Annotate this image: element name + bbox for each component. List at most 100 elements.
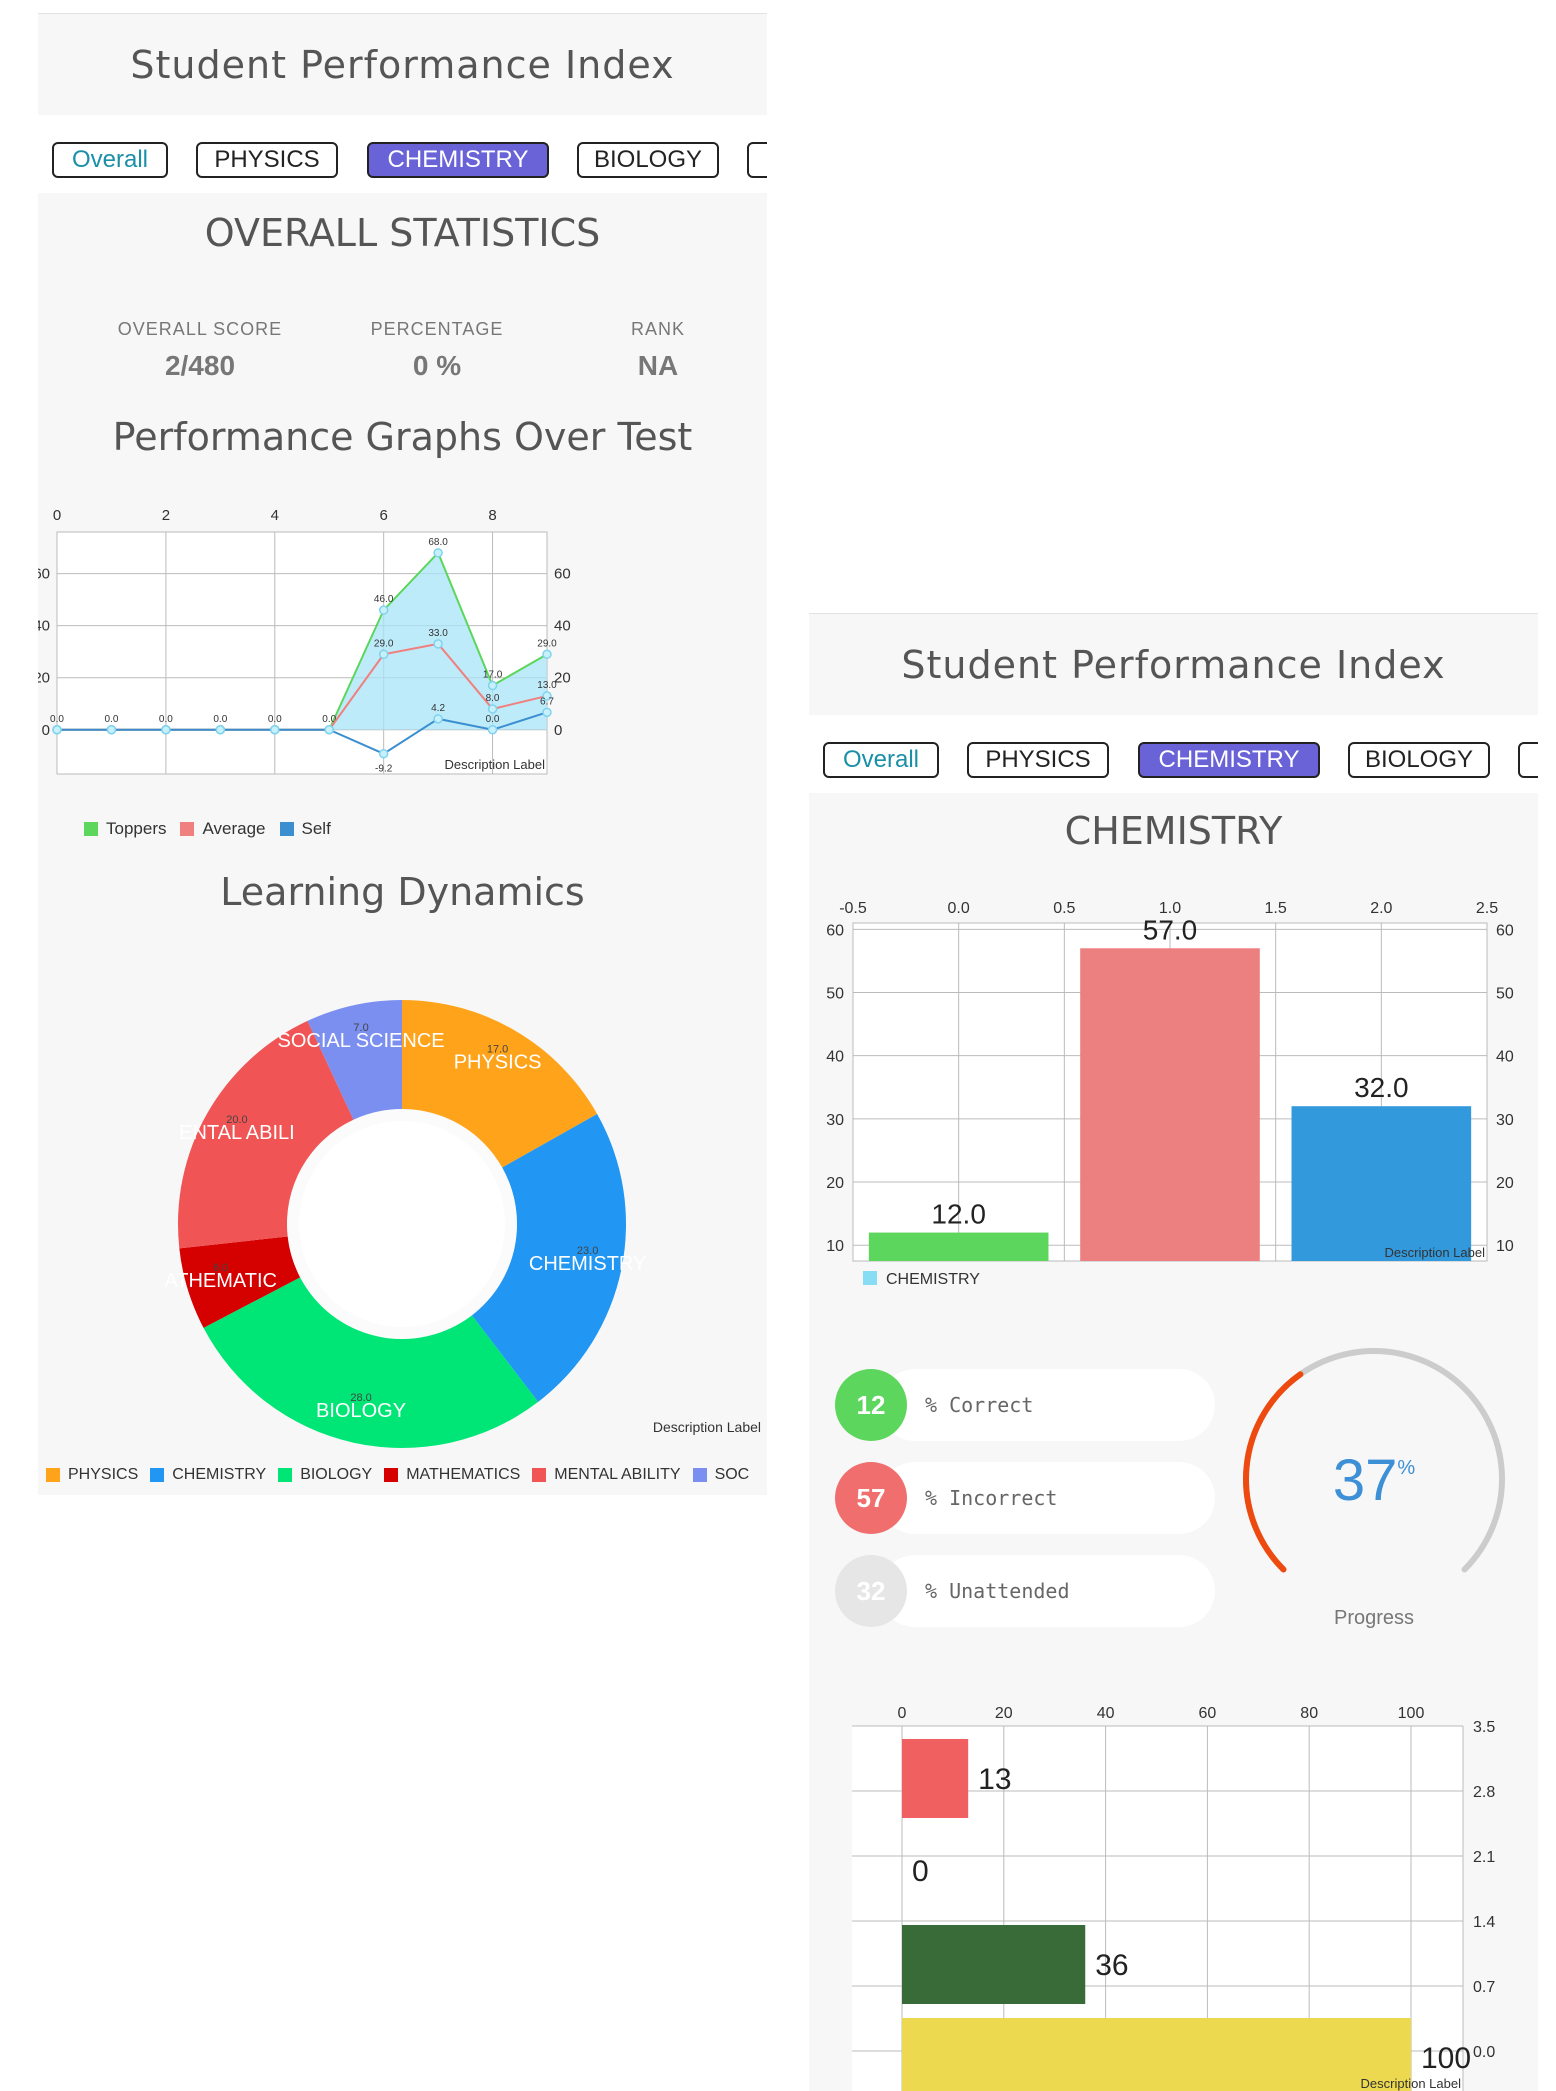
tab-chemistry[interactable]: CHEMISTRY bbox=[367, 142, 549, 178]
chemistry-title: CHEMISTRY bbox=[1064, 809, 1283, 853]
data-point bbox=[487, 704, 498, 714]
learning-dynamics-title: Learning Dynamics bbox=[220, 870, 585, 914]
y-tick-label: 3.5 bbox=[1473, 1719, 1495, 1736]
learning-legend: PHYSICS CHEMISTRY BIOLOGY MATHEMATICS ME… bbox=[46, 1466, 767, 1484]
unattended-label: % Unattended bbox=[925, 1579, 1070, 1603]
x-tick-label: 4 bbox=[271, 507, 279, 524]
performance-legend: Toppers Average Self bbox=[84, 819, 331, 839]
slice-label: CHEMISTRY bbox=[529, 1253, 646, 1275]
incorrect-row: 57 % Incorrect bbox=[835, 1462, 1215, 1534]
data-label: 8.0 bbox=[486, 693, 500, 704]
tab-bar[interactable]: Overall PHYSICS CHEMISTRY BIOLOGY bbox=[38, 115, 767, 193]
slice-chemistry bbox=[471, 1114, 626, 1402]
slice-value: 6.0 bbox=[213, 1262, 228, 1274]
slice-social-science bbox=[307, 1000, 402, 1120]
y-tick-label-left: 60 bbox=[826, 922, 844, 939]
overall-score-label: OVERALL SCORE bbox=[117, 319, 283, 339]
y-tick-label-left: 40 bbox=[826, 1049, 844, 1066]
data-label: 0.0 bbox=[268, 714, 282, 725]
y-tick-label-left: 60 bbox=[38, 566, 50, 583]
y-tick-label-right: 10 bbox=[1496, 1238, 1514, 1255]
tab-next-partial[interactable] bbox=[747, 142, 767, 178]
data-point bbox=[378, 649, 389, 660]
tab-biology[interactable]: BIOLOGY bbox=[577, 142, 719, 178]
unattended-pill bbox=[879, 1555, 1215, 1627]
tab-next-partial-2[interactable] bbox=[1518, 742, 1538, 778]
bar bbox=[1080, 948, 1260, 1261]
slice-value: 7.0 bbox=[353, 1022, 368, 1034]
legend-toppers: Toppers bbox=[106, 819, 167, 838]
y-tick-label-right: 50 bbox=[1496, 985, 1514, 1002]
x-tick-label: 2.0 bbox=[1370, 900, 1392, 917]
legend-average: Average bbox=[202, 819, 266, 838]
data-point bbox=[542, 649, 552, 660]
legend-mathematics: MATHEMATICS bbox=[406, 1466, 521, 1483]
legend-swatch-average bbox=[180, 822, 195, 836]
slice-value: 23.0 bbox=[577, 1245, 598, 1257]
legend-swatch-toppers bbox=[84, 822, 98, 836]
data-point bbox=[378, 748, 389, 759]
bar-value-label: 32.0 bbox=[1354, 1072, 1409, 1103]
y-tick-label-left: 30 bbox=[826, 1112, 844, 1129]
progress-gauge: 37% Progress bbox=[1234, 1345, 1514, 1635]
legend-swatch-self bbox=[279, 822, 294, 836]
y-tick-label-left: 0 bbox=[42, 722, 50, 739]
legend-physics: PHYSICS bbox=[68, 1466, 139, 1483]
hbar-value-label: 13 bbox=[978, 1763, 1011, 1796]
tab-chemistry-2[interactable]: CHEMISTRY bbox=[1138, 742, 1320, 778]
chemistry-description: Description Label bbox=[1385, 1245, 1486, 1260]
data-point bbox=[542, 691, 552, 701]
legend-swatch-social bbox=[692, 1468, 707, 1482]
donut-hole bbox=[299, 1121, 505, 1327]
x-tick-label: 40 bbox=[1097, 1705, 1115, 1722]
tab-biology-2[interactable]: BIOLOGY bbox=[1348, 742, 1490, 778]
tab-overall-2[interactable]: Overall bbox=[823, 742, 939, 778]
data-label: 6.7 bbox=[540, 696, 554, 707]
tab-physics[interactable]: PHYSICS bbox=[196, 142, 338, 178]
y-tick-label: 0.0 bbox=[1473, 2044, 1495, 2061]
legend-swatch-physics bbox=[46, 1468, 60, 1482]
legend-biology: BIOLOGY bbox=[300, 1466, 373, 1483]
tab-overall[interactable]: Overall bbox=[52, 142, 168, 178]
overall-statistics-title: OVERALL STATISTICS bbox=[204, 211, 601, 255]
unattended-badge: 32 bbox=[835, 1555, 907, 1627]
data-label: 29.0 bbox=[537, 638, 557, 649]
slice-label: BIOLOGY bbox=[316, 1400, 406, 1422]
data-label: 0.0 bbox=[50, 714, 64, 725]
gauge-unit: % bbox=[1397, 1457, 1416, 1479]
data-label: 0.0 bbox=[486, 714, 500, 725]
y-tick-label-right: 60 bbox=[1496, 922, 1514, 939]
app-header: Student Performance Index bbox=[38, 13, 767, 116]
legend-social: SOC bbox=[714, 1466, 750, 1483]
slice-label: ATHEMATIC bbox=[164, 1270, 277, 1292]
app-title: Student Performance Index bbox=[130, 43, 675, 87]
slice-label: PHYSICS bbox=[454, 1051, 542, 1073]
hbar-value-label: 36 bbox=[1095, 1949, 1128, 1982]
x-tick-label: 0.5 bbox=[1053, 900, 1075, 917]
y-tick-label-right: 30 bbox=[1496, 1112, 1514, 1129]
bar-value-label: 12.0 bbox=[931, 1199, 986, 1230]
legend-swatch-chemistry bbox=[150, 1468, 165, 1482]
incorrect-pill bbox=[879, 1462, 1215, 1534]
slice-value: 28.0 bbox=[350, 1392, 371, 1404]
legend-chemistry-bar: CHEMISTRY bbox=[886, 1271, 980, 1288]
chemistry-bar-chart: -0.5 0.0 0.5 1.0 1.5 2.0 2.5 10 10 20 20 30 30 40 40 50… bbox=[826, 900, 1514, 1288]
x-tick-label: 80 bbox=[1300, 1705, 1318, 1722]
rank-label: RANK bbox=[630, 319, 685, 339]
tab-bar-2[interactable]: Overall PHYSICS CHEMISTRY BIOLOGY bbox=[809, 715, 1538, 793]
performance-description: Description Label bbox=[445, 757, 546, 772]
legend-mental-ability: MENTAL ABILITY bbox=[554, 1466, 681, 1483]
slice-label: SOCIAL SCIENCE bbox=[278, 1030, 445, 1052]
hbar-description: Description Label bbox=[1361, 2076, 1462, 2091]
tab-physics-2[interactable]: PHYSICS bbox=[967, 742, 1109, 778]
bar bbox=[1291, 1106, 1472, 1261]
x-tick-label: 0.0 bbox=[948, 900, 970, 917]
y-tick-label-right: 60 bbox=[554, 566, 571, 583]
data-point bbox=[106, 725, 117, 735]
data-point bbox=[378, 605, 389, 615]
legend-swatch-mental-ability bbox=[532, 1468, 547, 1482]
data-point bbox=[487, 680, 498, 691]
hbar-value-label: 100 bbox=[1421, 2042, 1471, 2075]
data-label: 68.0 bbox=[428, 537, 448, 548]
y-tick-label-right: 40 bbox=[1496, 1049, 1514, 1066]
